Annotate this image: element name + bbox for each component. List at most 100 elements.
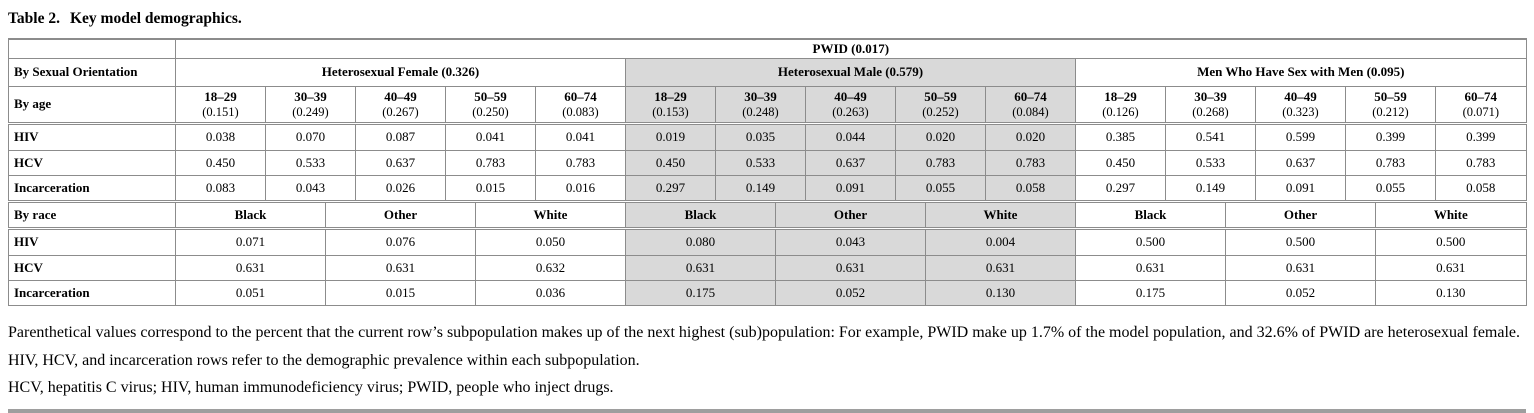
age-share: (0.263) [832, 104, 869, 119]
age-header-cell: 60–74 (0.083) [535, 85, 626, 125]
age-header-cell: 50–59 (0.212) [1345, 85, 1436, 125]
value-cell: 0.041 [445, 122, 536, 151]
age-share: (0.250) [472, 104, 509, 119]
value-cell: 0.035 [715, 122, 806, 151]
age-range: 18–29 [1104, 88, 1137, 104]
value-cell: 0.055 [895, 174, 986, 203]
value-cell: 0.500 [1075, 227, 1226, 256]
value-cell: 0.637 [355, 149, 446, 176]
value-cell: 0.016 [535, 174, 626, 203]
value-cell: 0.020 [895, 122, 986, 151]
table-row: HCV 0.631 0.631 0.632 0.631 0.631 0.631 0.631 0.… [8, 254, 1527, 281]
table-row: PWID (0.017) [8, 38, 1527, 60]
value-cell: 0.297 [1075, 174, 1166, 203]
race-header-cell: Black [1075, 200, 1226, 230]
value-cell: 0.043 [265, 174, 356, 203]
value-cell: 0.058 [1435, 174, 1527, 203]
age-header-cell: 40–49 (0.323) [1255, 85, 1346, 125]
value-cell: 0.783 [985, 149, 1076, 176]
value-cell: 0.052 [775, 279, 926, 307]
value-cell: 0.533 [265, 149, 356, 176]
age-header-cell: 50–59 (0.252) [895, 85, 986, 125]
hcv-race-row-label: HCV [8, 254, 176, 281]
value-cell: 0.026 [355, 174, 446, 203]
value-cell: 0.050 [475, 227, 626, 256]
table-row: HIV 0.071 0.076 0.050 0.080 0.043 0.004 0.500 0.… [8, 227, 1527, 256]
age-range: 30–39 [1194, 88, 1227, 104]
value-cell: 0.783 [445, 149, 536, 176]
race-header-cell: Other [775, 200, 926, 230]
value-cell: 0.041 [535, 122, 626, 151]
value-cell: 0.083 [175, 174, 266, 203]
orientation-header-cell: Heterosexual Female (0.326) [175, 58, 626, 87]
value-cell: 0.080 [625, 227, 776, 256]
race-header-cell: Other [1225, 200, 1376, 230]
age-header-cell: 30–39 (0.249) [265, 85, 356, 125]
race-header-cell: Black [175, 200, 326, 230]
value-cell: 0.637 [1255, 149, 1346, 176]
value-cell: 0.385 [1075, 122, 1166, 151]
age-range: 18–29 [654, 88, 687, 104]
value-cell: 0.071 [175, 227, 326, 256]
value-cell: 0.637 [805, 149, 896, 176]
value-cell: 0.399 [1435, 122, 1527, 151]
hcv-row-label: HCV [8, 149, 176, 176]
value-cell: 0.500 [1375, 227, 1527, 256]
value-cell: 0.783 [895, 149, 986, 176]
pwid-header-cell: PWID (0.017) [175, 38, 1527, 60]
age-share: (0.248) [742, 104, 779, 119]
value-cell: 0.070 [265, 122, 356, 151]
value-cell: 0.130 [1375, 279, 1527, 307]
age-range: 40–49 [834, 88, 867, 104]
value-cell: 0.783 [535, 149, 626, 176]
value-cell: 0.533 [1165, 149, 1256, 176]
age-share: (0.323) [1282, 104, 1319, 119]
age-range: 30–39 [294, 88, 327, 104]
age-header-cell: 60–74 (0.071) [1435, 85, 1527, 125]
value-cell: 0.450 [625, 149, 716, 176]
age-range: 40–49 [384, 88, 417, 104]
value-cell: 0.091 [1255, 174, 1346, 203]
age-share: (0.084) [1012, 104, 1049, 119]
race-row-label: By race [8, 200, 176, 230]
age-share: (0.252) [922, 104, 959, 119]
value-cell: 0.599 [1255, 122, 1346, 151]
age-share: (0.268) [1192, 104, 1229, 119]
age-share: (0.151) [202, 104, 239, 119]
value-cell: 0.541 [1165, 122, 1256, 151]
age-header-cell: 18–29 (0.153) [625, 85, 716, 125]
value-cell: 0.015 [325, 279, 476, 307]
value-cell: 0.450 [175, 149, 266, 176]
race-header-cell: White [925, 200, 1076, 230]
value-cell: 0.631 [175, 254, 326, 281]
race-header-cell: Other [325, 200, 476, 230]
value-cell: 0.632 [475, 254, 626, 281]
value-cell: 0.091 [805, 174, 896, 203]
value-cell: 0.175 [1075, 279, 1226, 307]
value-cell: 0.631 [775, 254, 926, 281]
race-header-cell: Black [625, 200, 776, 230]
value-cell: 0.076 [325, 227, 476, 256]
value-cell: 0.783 [1435, 149, 1527, 176]
value-cell: 0.631 [325, 254, 476, 281]
age-share: (0.267) [382, 104, 419, 119]
value-cell: 0.631 [925, 254, 1076, 281]
age-header-cell: 40–49 (0.267) [355, 85, 446, 125]
age-range: 30–39 [744, 88, 777, 104]
age-range: 50–59 [924, 88, 957, 104]
bottom-rule [8, 408, 1526, 413]
incarceration-row-label: Incarceration [8, 174, 176, 203]
footnote-abbreviations: HCV, hepatitis C virus; HIV, human immun… [8, 379, 614, 397]
incarceration-race-row-label: Incarceration [8, 279, 176, 307]
age-share: (0.153) [652, 104, 689, 119]
value-cell: 0.399 [1345, 122, 1436, 151]
value-cell: 0.087 [355, 122, 446, 151]
value-cell: 0.631 [1375, 254, 1527, 281]
age-header-cell: 18–29 (0.126) [1075, 85, 1166, 125]
hiv-race-row-label: HIV [8, 227, 176, 256]
demographics-table: PWID (0.017) By Sexual Orientation Heteros… [8, 38, 1527, 307]
age-share: (0.071) [1462, 104, 1500, 119]
age-header-cell: 18–29 (0.151) [175, 85, 266, 125]
value-cell: 0.533 [715, 149, 806, 176]
